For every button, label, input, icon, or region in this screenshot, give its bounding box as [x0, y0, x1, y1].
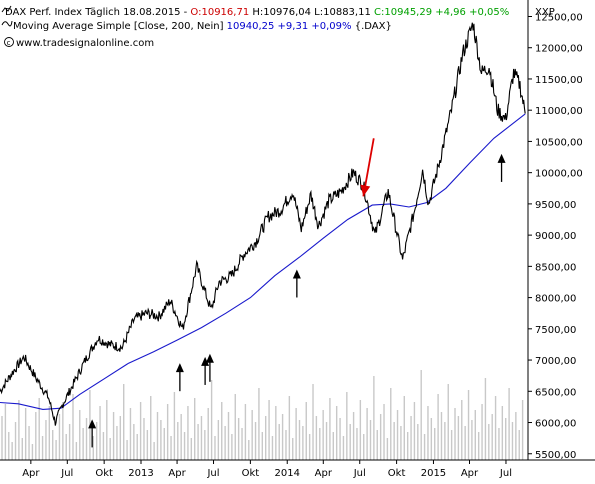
highlight-arrow-icon: [360, 184, 371, 197]
y-tick-label: 7500,00: [535, 325, 576, 336]
quote-part-8: C:10945,29 +4,96 +0,05%: [374, 7, 509, 18]
x-tick-label: 2015: [421, 468, 446, 479]
quote-part-6: L:10883,11: [314, 7, 371, 18]
x-tick-label: Okt: [95, 468, 113, 479]
x-tick-label: Apr: [22, 468, 40, 479]
up-arrow-icon: [205, 353, 214, 363]
header-indicator-line: Moving Average Simple [Close, 200, Nein]…: [13, 21, 392, 32]
y-tick-label: 12000,00: [535, 44, 583, 55]
symbol-label: XXP: [535, 7, 555, 18]
x-tick-label: Apr: [315, 468, 333, 479]
x-tick-label: 2014: [275, 468, 300, 479]
y-tick-label: 10500,00: [535, 137, 583, 148]
x-tick-label: Jul: [499, 468, 512, 479]
moving-average-line: [0, 113, 526, 410]
moving-average-icon: [1, 20, 13, 27]
up-arrow-icon: [175, 363, 184, 373]
quote-part-0: DAX Perf. Index Täglich 18.08.2015: [5, 7, 180, 18]
y-tick-label: 10000,00: [535, 169, 583, 180]
quote-part-2: O:10916,71: [190, 7, 249, 18]
x-tick-label: Okt: [388, 468, 406, 479]
copyright-icon: [4, 37, 14, 47]
y-tick-label: 8000,00: [535, 294, 576, 305]
header-url: www.tradesignalonline.com: [16, 38, 154, 49]
y-tick-label: 9500,00: [535, 200, 576, 211]
copyright-c-glyph: c: [7, 39, 11, 47]
up-arrow-icon: [497, 153, 506, 163]
y-tick-label: 12500,00: [535, 12, 583, 23]
indicator-part-1: 10940,25 +9,31 +0,09%: [227, 21, 352, 32]
x-tick-label: 2013: [128, 468, 153, 479]
up-arrow-icon: [88, 419, 97, 429]
y-tick-label: 9000,00: [535, 231, 576, 242]
quote-part-1: -: [180, 7, 190, 18]
y-tick-label: 6500,00: [535, 387, 576, 398]
up-arrow-icon: [201, 356, 210, 366]
x-tick-label: Apr: [461, 468, 479, 479]
x-tick-label: Okt: [242, 468, 260, 479]
header-quote-line: DAX Perf. Index Täglich 18.08.2015 - O:1…: [5, 7, 509, 18]
x-tick-label: Jul: [206, 468, 219, 479]
y-tick-label: 8500,00: [535, 262, 576, 273]
indicator-part-2: {.DAX}: [352, 21, 392, 32]
y-tick-label: 5500,00: [535, 450, 576, 461]
x-tick-label: Apr: [168, 468, 186, 479]
y-tick-label: 7000,00: [535, 356, 576, 367]
price-line-icon: [1, 5, 12, 13]
x-tick-label: Jul: [353, 468, 366, 479]
y-tick-label: 6000,00: [535, 419, 576, 430]
up-arrow-icon: [292, 269, 301, 279]
indicator-part-0: Moving Average Simple [Close, 200, Nein]: [13, 21, 227, 32]
y-tick-label: 11000,00: [535, 106, 583, 117]
y-tick-label: 11500,00: [535, 75, 583, 86]
x-tick-label: Jul: [60, 468, 73, 479]
price-series-line: [0, 22, 526, 426]
quote-part-4: H:10976,04: [252, 7, 311, 18]
